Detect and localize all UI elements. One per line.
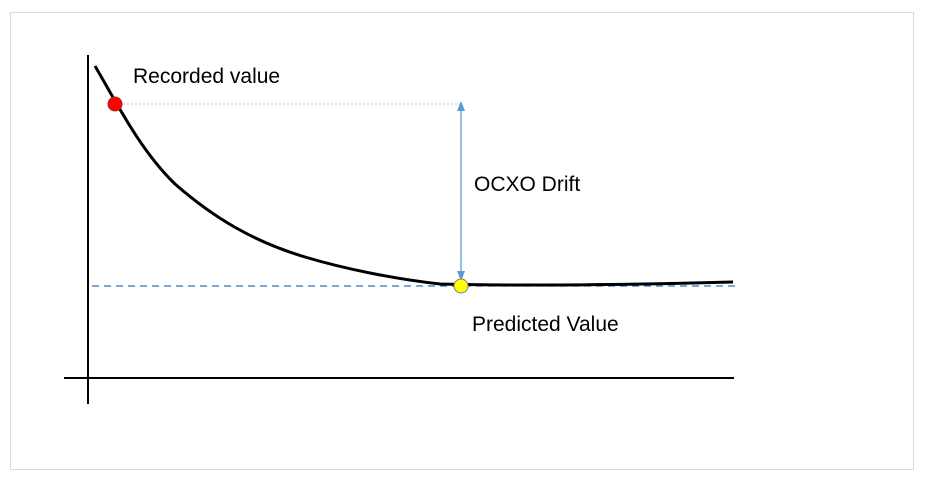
predicted-value-label: Predicted Value bbox=[472, 313, 619, 336]
drift-curve bbox=[93, 65, 734, 287]
recorded-value-point bbox=[107, 96, 123, 112]
recorded-value-label: Recorded value bbox=[133, 65, 280, 88]
predicted-value-point bbox=[453, 278, 469, 294]
ocxo-drift-label: OCXO Drift bbox=[474, 173, 580, 196]
